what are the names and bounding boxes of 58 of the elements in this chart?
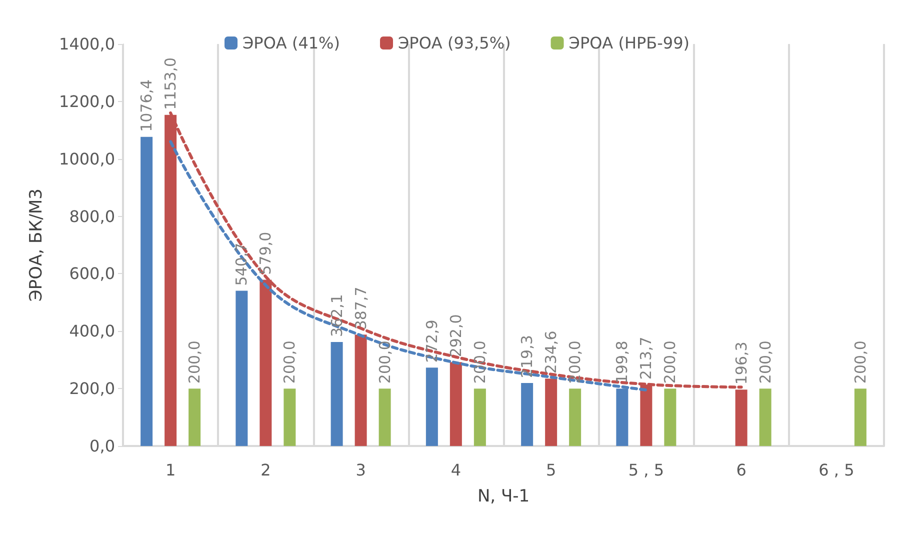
data-label: 200,0 bbox=[851, 340, 870, 384]
y-tick-label: 600,0 bbox=[69, 264, 115, 284]
bar bbox=[474, 388, 486, 446]
data-label: 196,3 bbox=[732, 342, 750, 385]
legend-label: ЭРОА (41%) bbox=[242, 34, 340, 52]
legend-label: ЭРОА (93,5%) bbox=[398, 34, 511, 52]
bar bbox=[354, 334, 367, 446]
data-label: 200,0 bbox=[566, 340, 584, 384]
legend-label: ЭРОА (НРБ-99) bbox=[568, 34, 690, 52]
bar bbox=[236, 290, 248, 446]
bar bbox=[664, 388, 676, 446]
data-label: 200,0 bbox=[661, 340, 680, 384]
bar bbox=[450, 362, 462, 446]
data-label: 200,0 bbox=[376, 340, 394, 384]
x-tick-label: 5 , 5 bbox=[628, 460, 664, 480]
y-axis-title: ЭРОА, БК/М3 bbox=[26, 188, 46, 302]
x-tick-label: 4 bbox=[450, 460, 462, 480]
y-tick-label: 0,0 bbox=[90, 436, 115, 456]
data-label: 200,0 bbox=[186, 340, 204, 384]
y-tick-label: 1000,0 bbox=[59, 149, 115, 168]
data-label: 213,7 bbox=[637, 336, 656, 380]
y-tick-label: 1400,0 bbox=[59, 34, 115, 54]
x-axis-title: N, Ч-1 bbox=[477, 486, 530, 506]
bar bbox=[426, 368, 438, 446]
x-tick-label: 2 bbox=[260, 460, 271, 480]
y-tick-label: 1200,0 bbox=[59, 92, 115, 111]
data-label: 579,0 bbox=[256, 232, 275, 275]
data-label: 200,0 bbox=[470, 340, 489, 384]
data-label: 199,8 bbox=[613, 340, 632, 384]
data-label: 272,9 bbox=[422, 320, 441, 363]
x-tick-label: 3 bbox=[356, 460, 366, 480]
x-tick-label: 5 bbox=[546, 460, 556, 480]
data-label: 540,7 bbox=[232, 242, 251, 286]
data-label: 219,3 bbox=[518, 335, 536, 378]
data-label: 1153,0 bbox=[162, 57, 180, 110]
data-label: 362,1 bbox=[328, 294, 346, 338]
data-label: 387,7 bbox=[352, 286, 370, 330]
bar bbox=[378, 388, 391, 446]
y-tick-label: 800,0 bbox=[69, 206, 115, 226]
bar bbox=[284, 388, 296, 446]
bar bbox=[759, 388, 772, 446]
x-tick-label: 6 , 5 bbox=[818, 460, 854, 480]
data-label: 200,0 bbox=[756, 340, 774, 384]
bar bbox=[569, 388, 582, 446]
bar bbox=[188, 388, 201, 446]
y-tick-label: 200,0 bbox=[69, 379, 115, 398]
x-tick-label: 6 bbox=[736, 460, 746, 480]
bar bbox=[140, 136, 153, 446]
x-tick-label: 1 bbox=[165, 460, 176, 480]
data-label: 200,0 bbox=[280, 340, 299, 384]
data-label: 234,6 bbox=[542, 330, 560, 374]
bar bbox=[330, 342, 343, 446]
data-label: 292,0 bbox=[446, 314, 465, 358]
data-label: 1076,4 bbox=[138, 79, 156, 132]
bar bbox=[521, 383, 534, 446]
y-tick-label: 400,0 bbox=[69, 322, 115, 341]
bar bbox=[854, 388, 866, 446]
bar bbox=[545, 378, 558, 446]
